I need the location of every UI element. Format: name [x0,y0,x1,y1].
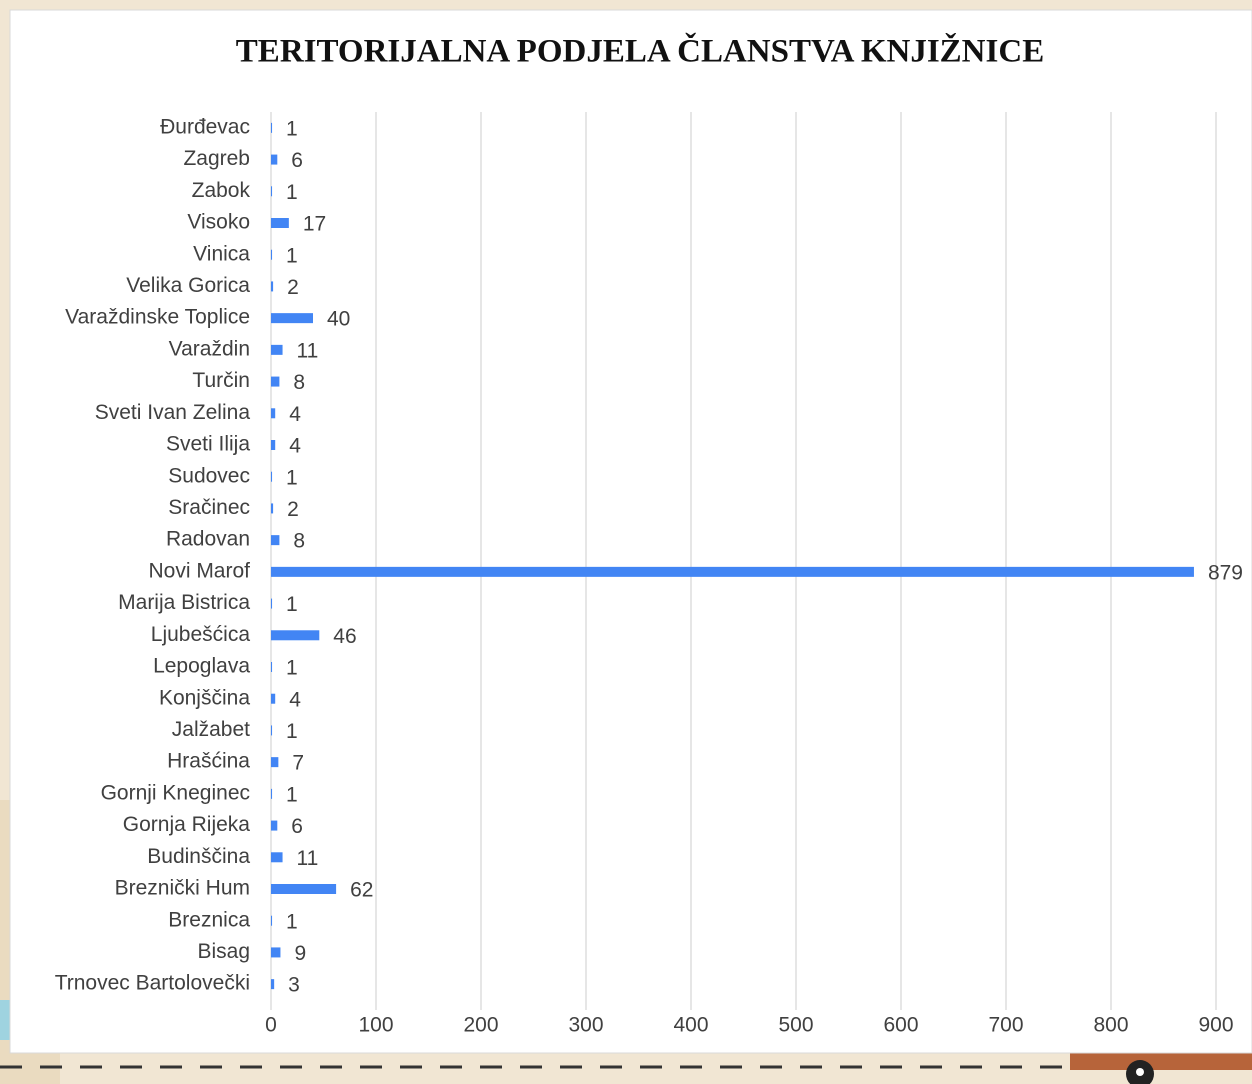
value-label: 4 [289,688,301,711]
value-label: 2 [287,276,299,299]
value-label: 9 [294,942,306,965]
bar [271,218,289,228]
value-label: 11 [297,847,319,870]
value-label: 879 [1208,561,1243,584]
bar [271,186,272,196]
value-label: 1 [286,720,298,743]
bar [271,155,277,165]
value-label: 1 [286,593,298,616]
value-label: 4 [289,403,301,426]
bar [271,630,319,640]
bar [271,250,272,260]
bar [271,947,280,957]
x-tick-label: 0 [265,1014,277,1037]
value-label: 7 [292,752,304,775]
value-label: 2 [287,498,299,521]
bar [271,535,279,545]
bar [271,345,283,355]
x-tick-label: 100 [358,1014,393,1037]
value-label: 3 [288,974,300,997]
y-tick-label: Zabok [192,179,251,202]
y-tick-label: Sudovec [168,464,250,487]
page: TERITORIJALNA PODJELA ČLANSTVA KNJIŽNICE… [0,0,1252,1084]
value-label: 62 [350,879,373,902]
y-tick-label: Gornja Rijeka [123,813,251,836]
bar [271,979,274,989]
y-tick-label: Marija Bistrica [118,591,250,614]
value-label: 1 [286,910,298,933]
y-tick-label: Radovan [166,528,250,551]
y-tick-label: Turčin [192,369,250,392]
bar [271,852,283,862]
value-label: 6 [291,149,303,172]
bar [271,884,336,894]
x-tick-label: 700 [988,1014,1023,1037]
bar [271,662,272,672]
bar [271,377,279,387]
chart: TERITORIJALNA PODJELA ČLANSTVA KNJIŽNICE… [0,0,1252,1084]
y-tick-label: Konjščina [159,686,250,709]
bar [271,757,278,767]
y-tick-label: Vinica [193,242,250,265]
bar [271,725,272,735]
y-tick-label: Sveti Ilija [166,433,250,456]
value-label: 1 [286,657,298,680]
bar [271,567,1194,577]
bar [271,694,275,704]
value-label: 1 [286,181,298,204]
bar [271,440,275,450]
bar [271,472,272,482]
y-tick-label: Zagreb [183,147,250,170]
value-label: 46 [333,625,356,648]
value-label: 1 [286,466,298,489]
y-tick-label: Đurđevac [160,115,250,138]
y-tick-label: Varaždin [169,337,250,360]
bar [271,503,273,513]
bar [271,123,272,133]
y-tick-label: Visoko [187,211,250,234]
value-label: 11 [297,339,319,362]
bar [271,599,272,609]
x-tick-label: 200 [463,1014,498,1037]
y-tick-label: Ljubešćica [151,623,251,646]
y-tick-label: Sračinec [168,496,250,519]
y-tick-label: Budinščina [147,845,250,868]
y-tick-label: Varaždinske Toplice [65,306,250,329]
y-tick-label: Breznički Hum [115,877,250,900]
bar [271,408,275,418]
value-label: 17 [303,213,326,236]
value-label: 8 [293,371,305,394]
x-tick-label: 500 [778,1014,813,1037]
y-tick-label: Hrašćina [167,750,250,773]
x-tick-label: 800 [1093,1014,1128,1037]
bar [271,916,272,926]
value-label: 8 [293,530,305,553]
y-tick-label: Breznica [168,908,250,931]
bar [271,821,277,831]
bar [271,313,313,323]
x-tick-label: 900 [1198,1014,1233,1037]
value-label: 1 [286,244,298,267]
chart-title: TERITORIJALNA PODJELA ČLANSTVA KNJIŽNICE [236,32,1044,70]
x-tick-label: 600 [883,1014,918,1037]
y-tick-label: Sveti Ivan Zelina [95,401,251,424]
y-tick-label: Trnovec Bartolovečki [55,972,250,995]
decoration [1136,1068,1144,1076]
y-tick-label: Lepoglava [153,655,250,678]
y-tick-label: Velika Gorica [126,274,250,297]
value-label: 40 [327,308,350,331]
bar [271,281,273,291]
y-tick-label: Novi Marof [148,559,250,582]
value-label: 6 [291,815,303,838]
x-tick-label: 400 [673,1014,708,1037]
y-tick-label: Jalžabet [172,718,250,741]
value-label: 1 [286,117,298,140]
x-tick-label: 300 [568,1014,603,1037]
y-tick-label: Bisag [197,940,250,963]
bar [271,789,272,799]
value-label: 4 [289,435,301,458]
y-tick-label: Gornji Kneginec [101,781,250,804]
value-label: 1 [286,783,298,806]
